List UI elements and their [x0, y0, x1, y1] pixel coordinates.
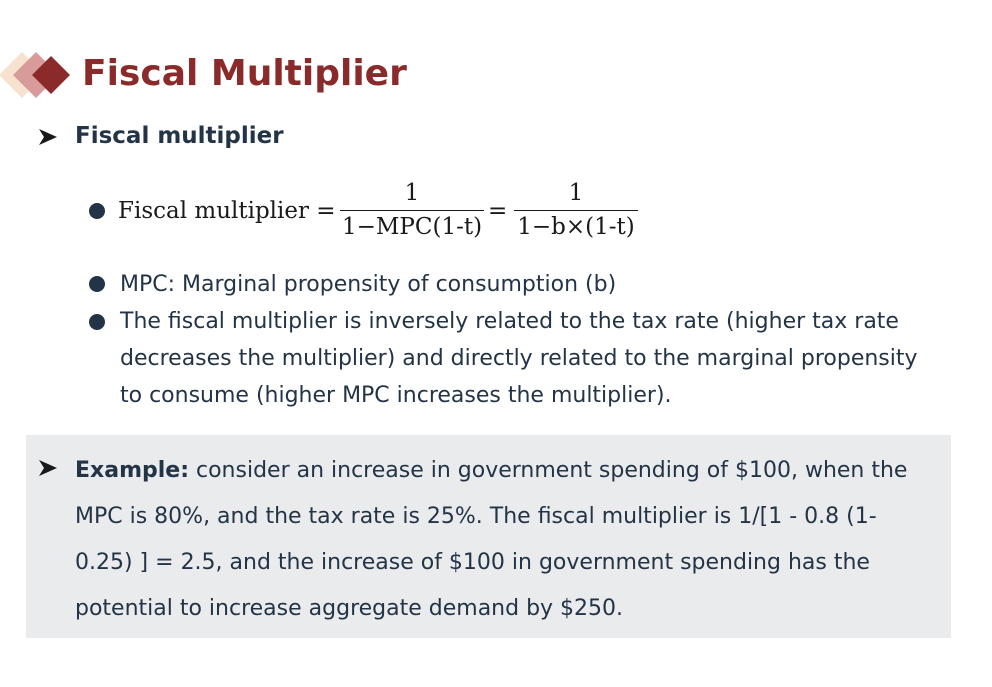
- page-title: Fiscal Multiplier: [82, 53, 407, 94]
- example-line-3: 0.25) ] = 2.5, and the increase of $100 …: [75, 550, 870, 575]
- fraction-2-denominator: 1−b×(1-t): [517, 214, 635, 240]
- fraction-2-numerator: 1: [568, 180, 584, 206]
- formula-fraction-2: 1 1−b×(1-t): [514, 178, 638, 242]
- example-text: Example: consider an increase in governm…: [75, 448, 935, 632]
- formula-equals: =: [488, 198, 508, 224]
- bullet-dot: [89, 276, 105, 292]
- example-line-2: MPC is 80%, and the tax rate is 25%. The…: [75, 504, 877, 529]
- example-line-4: potential to increase aggregate demand b…: [75, 596, 624, 621]
- example-label: Example:: [75, 458, 189, 483]
- diamond-logo-icon: [0, 52, 70, 98]
- fiscal-multiplier-formula: Fiscal multiplier = 1 1−MPC(1-t) = 1 1−b…: [118, 178, 658, 256]
- bullet-dot: [89, 314, 105, 330]
- bullet-mpc-text: MPC: Marginal propensity of consumption …: [120, 272, 617, 297]
- fraction-1-denominator: 1−MPC(1-t): [341, 214, 483, 240]
- fraction-2-bar: [514, 210, 638, 211]
- example-line-1: Example: consider an increase in governm…: [75, 448, 935, 494]
- arrow-bullet-icon: [39, 460, 57, 476]
- bullet-dot: [89, 203, 105, 219]
- fraction-1-numerator: 1: [404, 180, 420, 206]
- arrow-bullet-icon: [39, 129, 57, 145]
- formula-fraction-1: 1 1−MPC(1-t): [340, 178, 484, 242]
- bullet-relationship-line-3: to consume (higher MPC increases the mul…: [120, 383, 672, 408]
- bullet-relationship-line-1: The fiscal multiplier is inversely relat…: [120, 309, 899, 334]
- formula-lhs: Fiscal multiplier =: [118, 198, 336, 224]
- section-heading: Fiscal multiplier: [75, 123, 284, 149]
- bullet-relationship-line-2: decreases the multiplier) and directly r…: [120, 346, 918, 371]
- example-box: [26, 435, 951, 638]
- fraction-1-bar: [340, 210, 484, 211]
- example-line-1-text: consider an increase in government spend…: [189, 458, 908, 483]
